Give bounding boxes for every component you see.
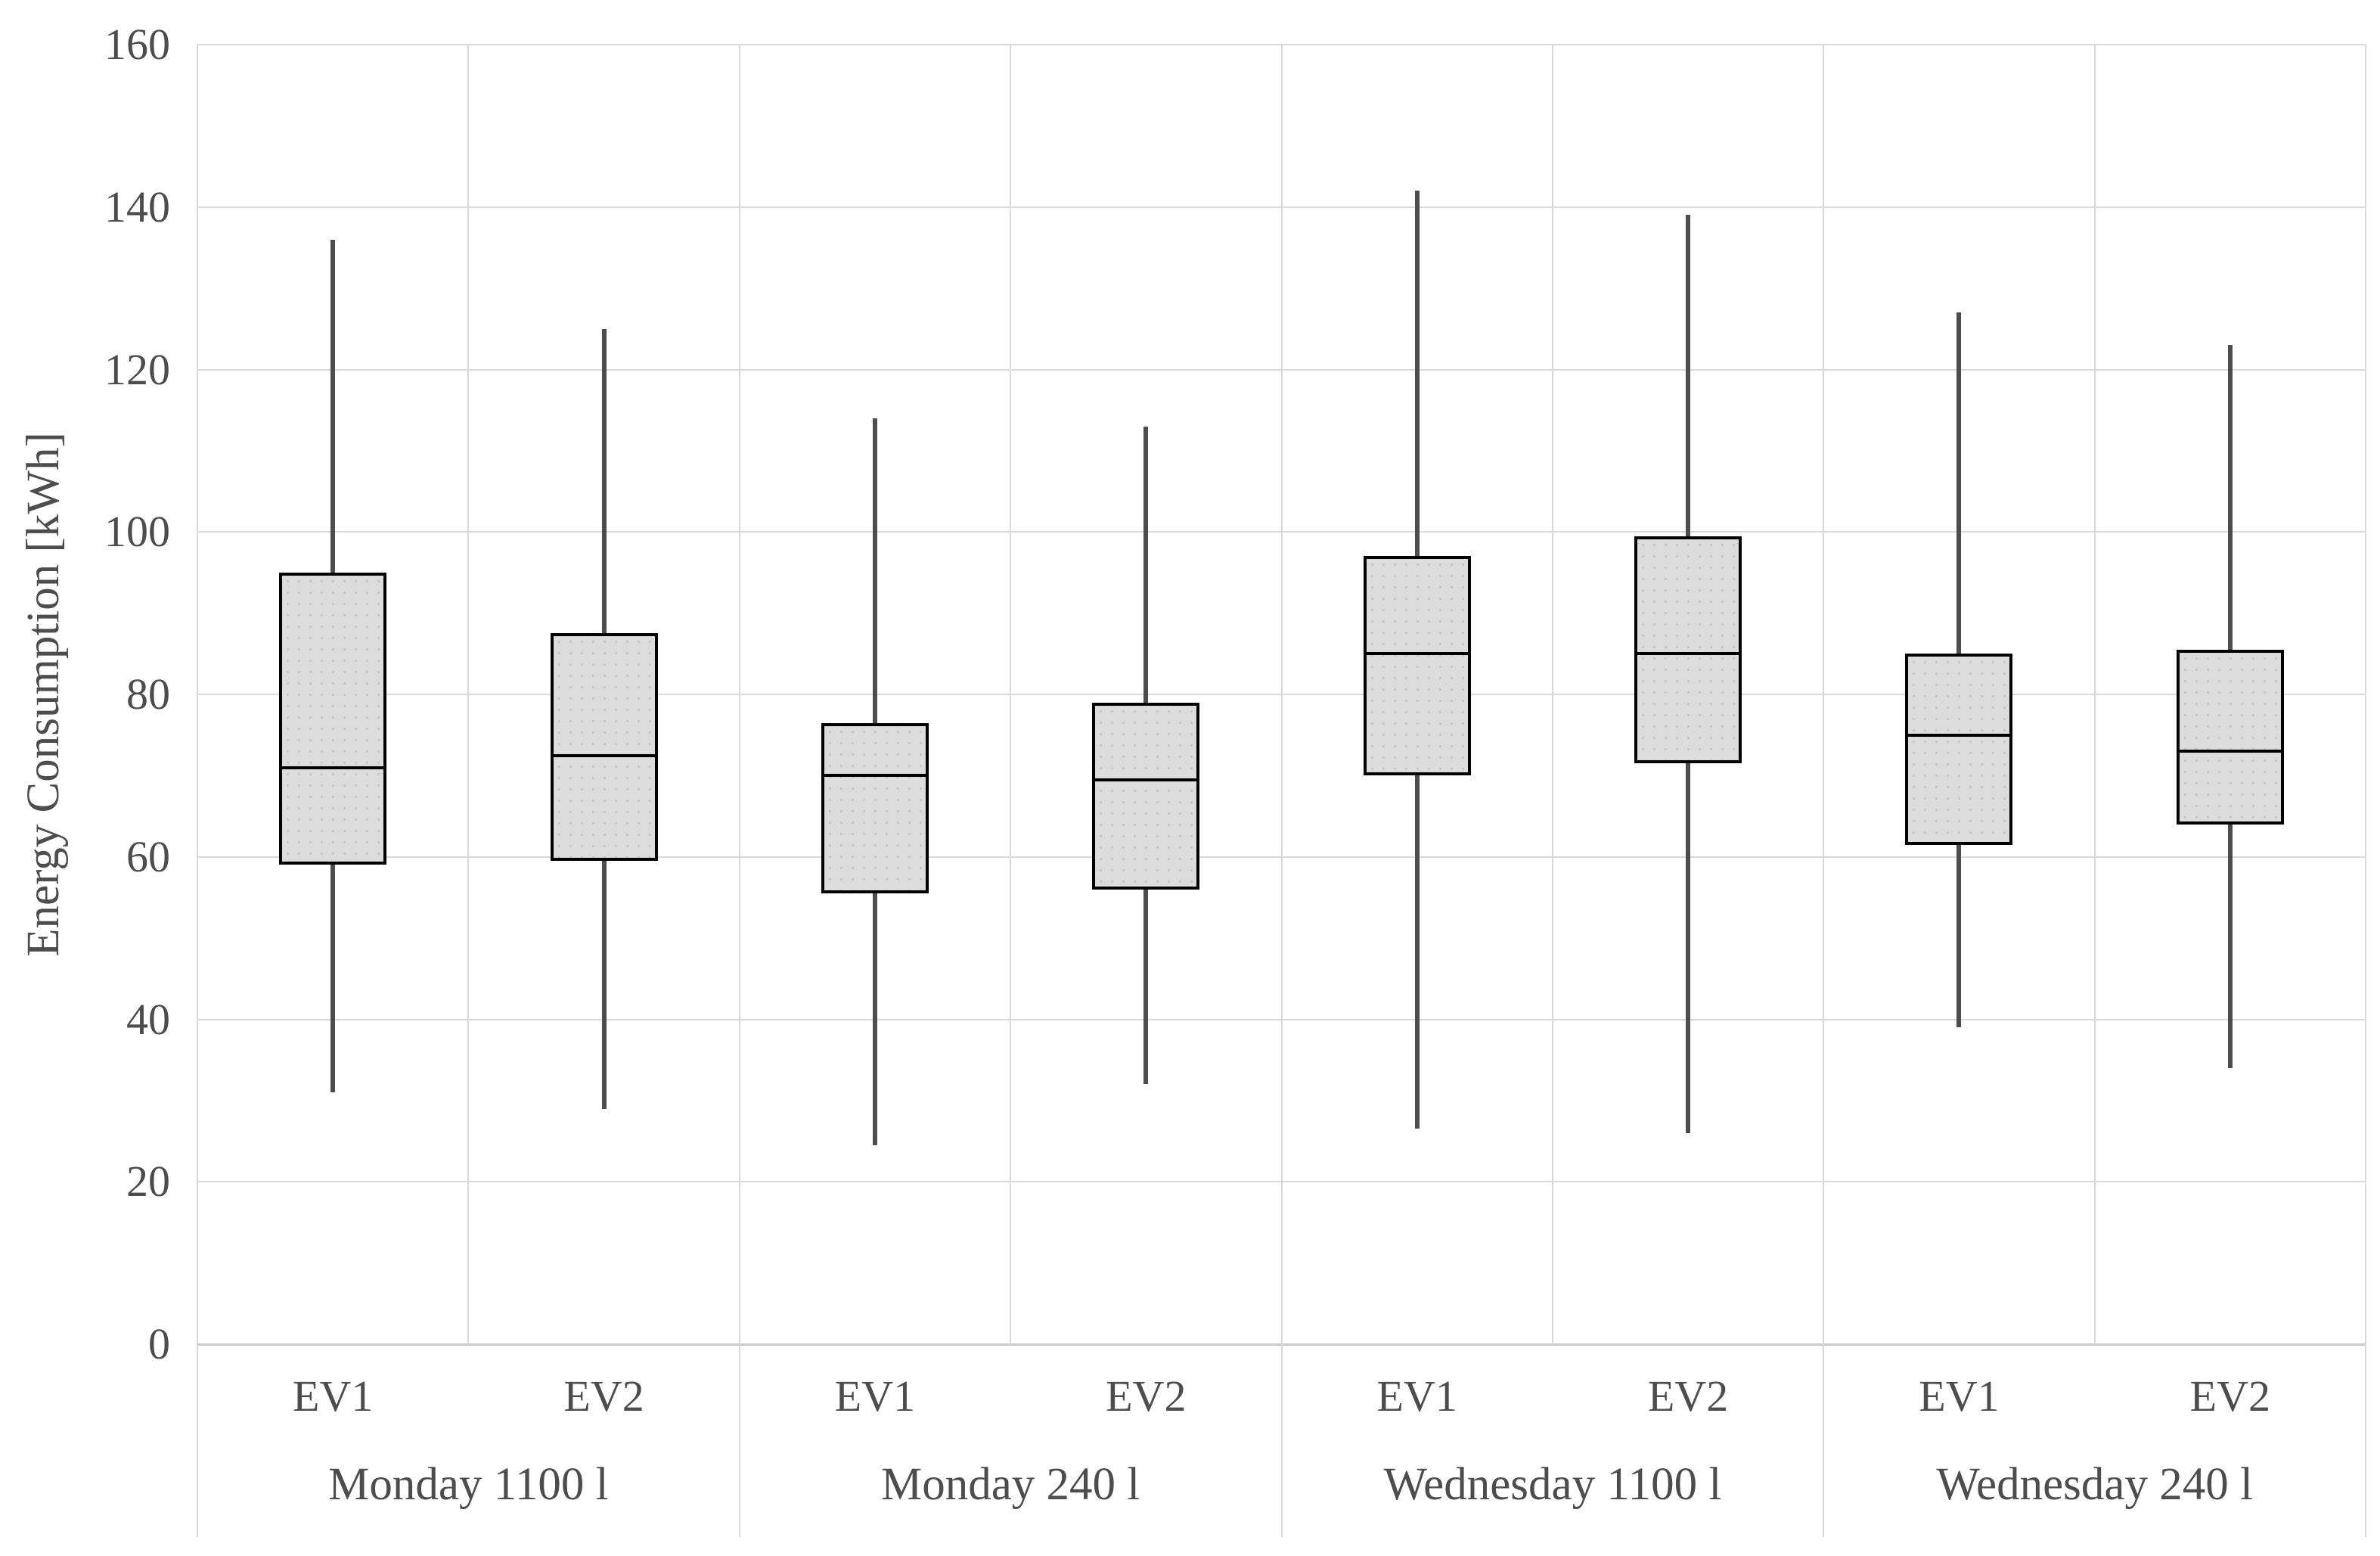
x-group-label: Monday 240 l: [880, 1459, 1140, 1510]
x-group-label: Wednesday 1100 l: [1383, 1459, 1722, 1510]
x-tick-label-ev: EV1: [1919, 1371, 2000, 1421]
x-tick-label-ev: EV1: [293, 1371, 374, 1421]
group-separator: [1280, 1344, 1283, 1537]
box-iqr: [1092, 702, 1200, 890]
box-iqr: [550, 633, 658, 862]
x-group-label: Monday 1100 l: [328, 1459, 609, 1510]
box-iqr: [279, 572, 387, 865]
x-tick-label-ev: EV2: [563, 1371, 644, 1421]
box-iqr: [1363, 556, 1471, 776]
y-tick-label: 160: [104, 20, 170, 69]
x-tick-label-ev: EV1: [1376, 1371, 1457, 1421]
box-median-line: [2179, 750, 2281, 753]
box-median-line: [1095, 778, 1197, 781]
y-tick-label: 140: [104, 182, 170, 231]
v-gridline: [467, 45, 470, 1344]
v-gridline: [1551, 45, 1553, 1344]
v-gridline: [738, 45, 740, 1344]
box-median-line: [282, 766, 384, 769]
box-median-line: [824, 774, 926, 778]
y-tick-label: 120: [104, 344, 170, 394]
box-median-line: [1637, 652, 1739, 656]
box-median-line: [553, 753, 655, 757]
box-iqr: [2176, 649, 2284, 825]
v-gridline: [2093, 45, 2096, 1344]
group-separator: [738, 1344, 740, 1537]
y-tick-label: 80: [126, 669, 170, 719]
box-iqr: [1634, 536, 1742, 764]
y-tick-label: 100: [104, 507, 170, 557]
v-gridline: [2365, 45, 2366, 1344]
y-tick-label: 20: [126, 1157, 170, 1207]
box-iqr: [1905, 654, 2013, 845]
x-tick-label-ev: EV1: [834, 1371, 916, 1421]
group-separator: [197, 1344, 198, 1537]
y-tick-label: 0: [148, 1319, 170, 1368]
x-tick-label-ev: EV2: [2189, 1371, 2270, 1421]
x-tick-label-ev: EV2: [1106, 1371, 1187, 1421]
v-gridline: [1823, 45, 1825, 1344]
x-group-label: Wednesday 240 l: [1936, 1459, 2253, 1510]
x-tick-label-ev: EV2: [1647, 1371, 1729, 1421]
y-tick-label: 60: [126, 831, 170, 881]
group-separator: [1823, 1344, 1825, 1537]
group-separator: [2365, 1344, 2366, 1537]
box-median-line: [1366, 652, 1468, 656]
v-gridline: [197, 45, 198, 1344]
v-gridline: [1010, 45, 1012, 1344]
box-median-line: [1908, 733, 2010, 737]
v-gridline: [1280, 45, 1283, 1344]
box-iqr: [821, 722, 929, 894]
y-tick-label: 40: [126, 994, 170, 1044]
